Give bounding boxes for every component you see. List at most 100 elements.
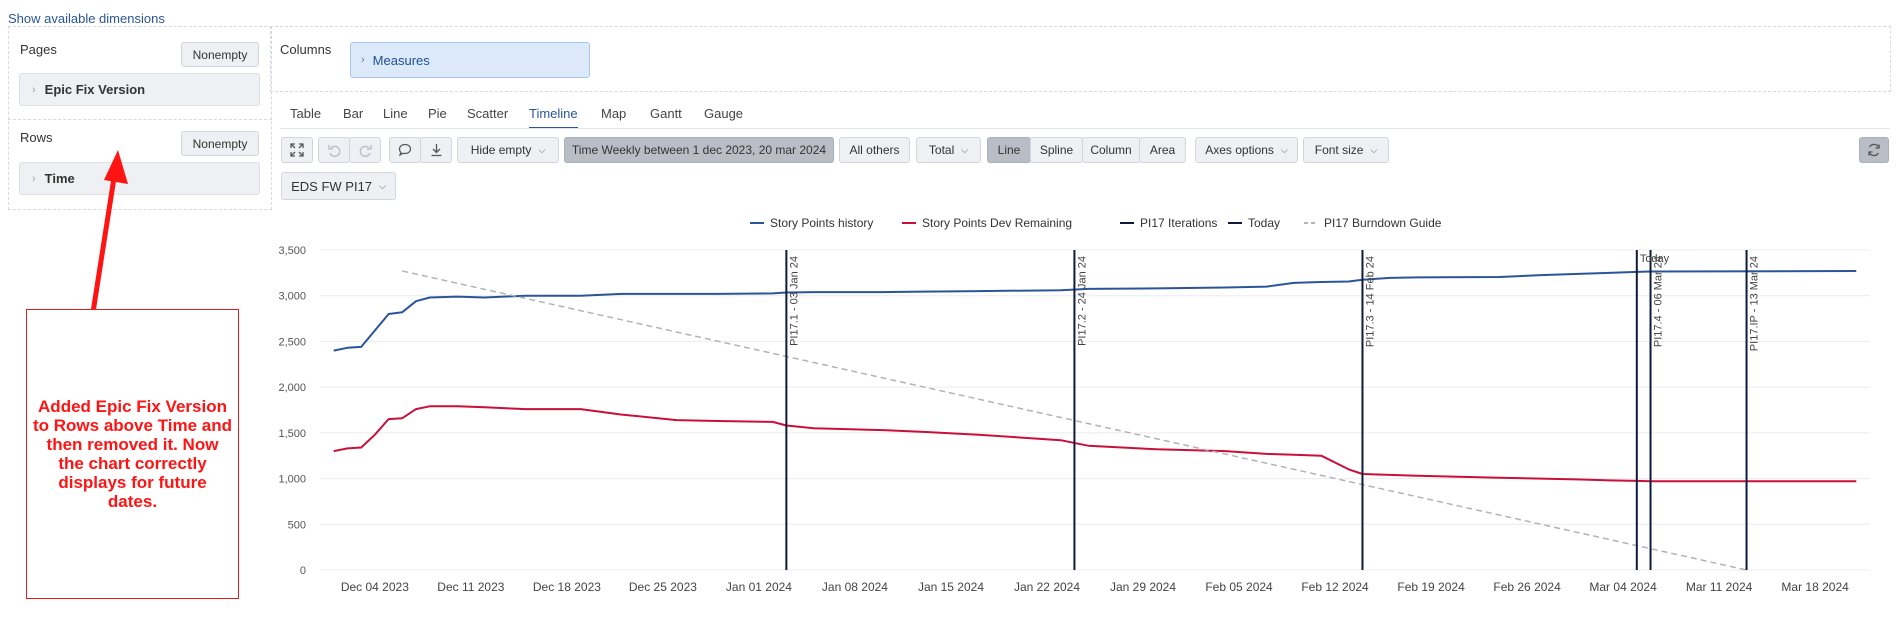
pages-label: Pages xyxy=(20,42,57,57)
chevron-right-icon: › xyxy=(361,54,365,66)
y-tick-label: 3,000 xyxy=(278,291,306,303)
columns-label: Columns xyxy=(280,42,332,57)
fullscreen-button[interactable] xyxy=(281,137,313,163)
refresh-icon xyxy=(1868,143,1880,157)
x-tick-label: Feb 26 2024 xyxy=(1493,580,1561,594)
axes-options-dropdown[interactable]: Axes options ⌵ xyxy=(1195,137,1298,163)
tab-bar[interactable]: Bar xyxy=(343,106,364,121)
tab-gantt[interactable]: Gantt xyxy=(650,106,682,121)
today-marker-label: Today xyxy=(1640,253,1670,265)
line-chart-type-button[interactable]: Line xyxy=(987,137,1031,163)
rows-nonempty-button[interactable]: Nonempty xyxy=(181,131,259,156)
dimension-label: Epic Fix Version xyxy=(44,82,146,97)
undo-button[interactable] xyxy=(318,137,350,163)
x-tick-label: Dec 04 2023 xyxy=(341,580,409,594)
pages-nonempty-button[interactable]: Nonempty xyxy=(181,42,259,67)
show-dimensions-link[interactable]: Show available dimensions xyxy=(8,11,165,26)
x-tick-label: Jan 01 2024 xyxy=(726,580,792,594)
axes-options-label: Axes options xyxy=(1205,143,1274,157)
series-line xyxy=(333,405,1857,483)
undo-icon xyxy=(327,144,340,157)
download-icon xyxy=(431,144,441,157)
x-tick-label: Jan 15 2024 xyxy=(918,580,984,594)
x-tick-label: Mar 18 2024 xyxy=(1781,580,1849,594)
time-filter-button[interactable]: Time Weekly between 1 dec 2023, 20 mar 2… xyxy=(564,137,834,163)
rows-label: Rows xyxy=(20,130,53,145)
page-filter-dropdown[interactable]: EDS FW PI17 ⌵ xyxy=(281,172,396,200)
x-tick-label: Mar 11 2024 xyxy=(1686,580,1753,594)
tab-table[interactable]: Table xyxy=(290,106,322,121)
tab-timeline[interactable]: Timeline xyxy=(529,106,578,129)
x-tick-label: Dec 25 2023 xyxy=(629,580,697,594)
x-tick-label: Dec 11 2023 xyxy=(437,580,504,594)
chevron-down-icon: ⌵ xyxy=(961,144,969,155)
x-tick-label: Feb 05 2024 xyxy=(1205,580,1273,594)
tab-line[interactable]: Line xyxy=(383,106,408,121)
refresh-button[interactable] xyxy=(1859,137,1889,163)
x-tick-label: Mar 04 2024 xyxy=(1589,580,1657,594)
iteration-marker-label: PI17.3 - 14 Feb 24 xyxy=(1364,256,1376,347)
y-tick-label: 500 xyxy=(288,519,306,531)
comment-button[interactable] xyxy=(389,137,421,163)
chevron-down-icon: ⌵ xyxy=(538,144,546,155)
tab-scatter[interactable]: Scatter xyxy=(467,106,509,121)
x-tick-label: Jan 08 2024 xyxy=(822,580,888,594)
x-tick-label: Dec 18 2023 xyxy=(533,580,601,594)
legend-item: Today xyxy=(1248,216,1280,230)
all-others-button[interactable]: All others xyxy=(839,137,910,163)
x-tick-label: Feb 19 2024 xyxy=(1397,580,1465,594)
columns-panel xyxy=(270,26,1891,92)
iteration-marker-label: PI17.1 - 03 Jan 24 xyxy=(788,256,800,346)
annotation-note: Added Epic Fix Version to Rows above Tim… xyxy=(26,309,239,599)
total-label: Total xyxy=(928,143,955,157)
font-size-dropdown[interactable]: Font size ⌵ xyxy=(1303,137,1389,163)
spline-chart-type-button[interactable]: Spline xyxy=(1030,137,1083,163)
hide-empty-label: Hide empty xyxy=(470,143,532,157)
chevron-right-icon: › xyxy=(32,172,36,185)
chevron-down-icon: ⌵ xyxy=(1280,144,1288,155)
timeline-chart: 0 500 1,000 1,500 2,000 2,500 3,000 3,500 Dec 04… xyxy=(278,216,1870,594)
redo-button[interactable] xyxy=(349,137,381,163)
tab-gauge[interactable]: Gauge xyxy=(704,106,744,121)
hide-empty-dropdown[interactable]: Hide empty ⌵ xyxy=(457,137,559,163)
redo-icon xyxy=(359,144,372,157)
total-dropdown[interactable]: Total ⌵ xyxy=(916,137,981,163)
x-tick-label: Jan 29 2024 xyxy=(1110,580,1176,594)
comment-icon xyxy=(398,143,412,157)
y-tick-label: 0 xyxy=(300,565,306,577)
dimension-label: Time xyxy=(44,171,75,186)
legend-item: Story Points Dev Remaining xyxy=(922,216,1072,230)
tab-pie[interactable]: Pie xyxy=(428,106,447,121)
iteration-marker-label: PI17.IP - 13 Mar 24 xyxy=(1749,256,1761,351)
chevron-right-icon: › xyxy=(32,83,36,96)
pages-dimension-epic-fix-version[interactable]: › Epic Fix Version xyxy=(19,73,260,106)
legend-item: PI17 Iterations xyxy=(1140,216,1217,230)
expand-icon xyxy=(290,143,304,157)
columns-measures-dimension[interactable]: › Measures xyxy=(350,42,590,78)
y-tick-label: 2,500 xyxy=(278,336,306,348)
y-tick-label: 2,000 xyxy=(278,382,306,394)
x-tick-label: Feb 12 2024 xyxy=(1301,580,1369,594)
iteration-marker-label: PI17.4 - 06 Mar 24 xyxy=(1653,256,1665,347)
tabs-divider xyxy=(280,128,1890,129)
iteration-marker-label: PI17.2 - 24 Jan 24 xyxy=(1076,256,1088,346)
series-line xyxy=(333,270,1857,352)
x-tick-label: Jan 22 2024 xyxy=(1014,580,1080,594)
y-tick-label: 1,500 xyxy=(278,428,306,440)
y-tick-label: 1,000 xyxy=(278,474,306,486)
left-dimensions-panel xyxy=(8,26,272,210)
page-filter-value: EDS FW PI17 xyxy=(291,178,373,194)
measures-label: Measures xyxy=(372,52,430,68)
tab-map[interactable]: Map xyxy=(601,106,627,121)
export-button[interactable] xyxy=(420,137,452,163)
chevron-down-icon: ⌵ xyxy=(379,180,386,191)
chevron-down-icon: ⌵ xyxy=(1370,144,1378,155)
legend-item: PI17 Burndown Guide xyxy=(1324,216,1442,230)
legend-item: Story Points history xyxy=(770,216,873,230)
section-divider xyxy=(8,119,272,120)
area-chart-type-button[interactable]: Area xyxy=(1139,137,1186,163)
font-size-label: Font size xyxy=(1314,143,1364,157)
y-tick-label: 3,500 xyxy=(278,245,306,257)
column-chart-type-button[interactable]: Column xyxy=(1082,137,1140,163)
rows-dimension-time[interactable]: › Time xyxy=(19,162,260,195)
